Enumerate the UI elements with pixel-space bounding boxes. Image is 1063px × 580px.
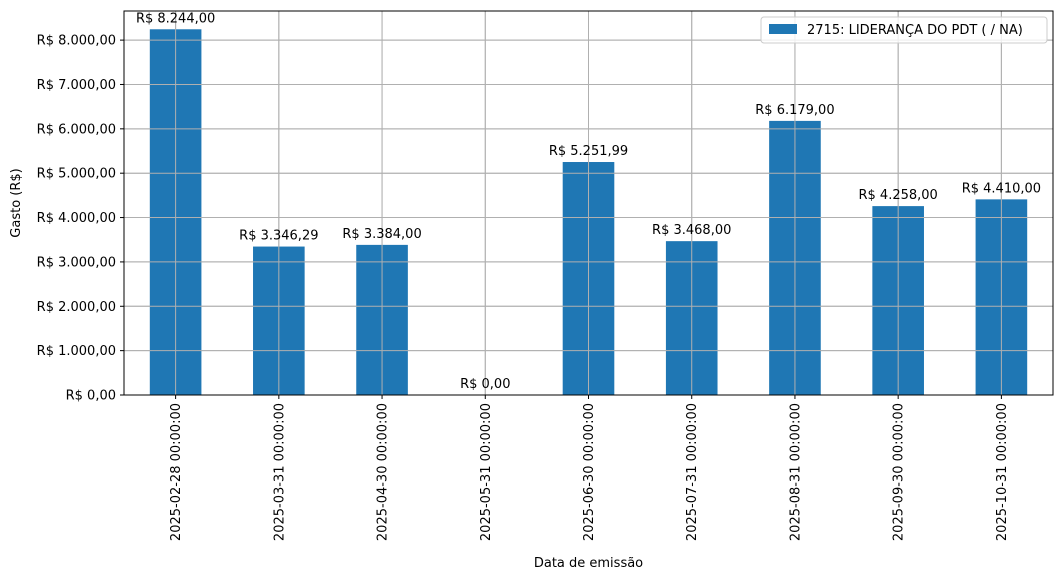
y-axis-label: Gasto (R$) bbox=[9, 168, 24, 237]
x-tick-label: 2025-06-30 00:00:00 bbox=[582, 403, 597, 541]
bar-value-label: R$ 8.244,00 bbox=[136, 11, 215, 26]
bar-value-label: R$ 5.251,99 bbox=[549, 144, 628, 159]
y-tick-label: R$ 5.000,00 bbox=[37, 167, 116, 182]
bar-value-labels: R$ 8.244,00 R$ 3.346,29 R$ 3.384,00 R$ 0,00… bbox=[136, 11, 1041, 392]
x-tick-label: 2025-02-28 00:00:00 bbox=[169, 403, 184, 541]
y-tick-label: R$ 8.000,00 bbox=[37, 34, 116, 49]
bar-value-label: R$ 3.468,00 bbox=[652, 223, 731, 238]
bar-value-label: R$ 4.410,00 bbox=[962, 181, 1041, 196]
bar-value-label: R$ 6.179,00 bbox=[755, 103, 834, 118]
legend: 2715: LIDERANÇA DO PDT ( / NA) bbox=[760, 16, 1048, 44]
y-tick-label: R$ 3.000,00 bbox=[37, 255, 116, 270]
x-tick-label: 2025-07-31 00:00:00 bbox=[685, 403, 700, 541]
bar-value-label: R$ 0,00 bbox=[460, 377, 510, 392]
y-tick-label: R$ 0,00 bbox=[66, 389, 116, 404]
x-tick-label: 2025-05-31 00:00:00 bbox=[479, 403, 494, 541]
x-tick-label: 2025-09-30 00:00:00 bbox=[892, 403, 907, 541]
y-tick-label: R$ 2.000,00 bbox=[37, 300, 116, 315]
legend-box bbox=[760, 16, 1048, 44]
y-axis-ticks: R$ 0,00 R$ 1.000,00 R$ 2.000,00 R$ 3.000,00… bbox=[37, 34, 124, 404]
x-tick-label: 2025-04-30 00:00:00 bbox=[376, 403, 391, 541]
x-axis-label: Data de emissão bbox=[534, 556, 643, 571]
y-tick-label: R$ 4.000,00 bbox=[37, 211, 116, 226]
x-axis-ticks: 2025-02-28 00:00:00 2025-03-31 00:00:00 20… bbox=[169, 395, 1010, 541]
x-tick-label: 2025-10-31 00:00:00 bbox=[995, 403, 1010, 541]
y-tick-label: R$ 1.000,00 bbox=[37, 344, 116, 359]
legend-swatch bbox=[769, 24, 797, 34]
x-tick-label: 2025-08-31 00:00:00 bbox=[788, 403, 803, 541]
bar-value-label: R$ 3.384,00 bbox=[342, 227, 421, 242]
y-tick-label: R$ 7.000,00 bbox=[37, 78, 116, 93]
legend-label: 2715: LIDERANÇA DO PDT ( / NA) bbox=[807, 23, 1023, 38]
y-tick-label: R$ 6.000,00 bbox=[37, 122, 116, 137]
x-tick-label: 2025-03-31 00:00:00 bbox=[272, 403, 287, 541]
bar-value-label: R$ 3.346,29 bbox=[239, 229, 318, 244]
bar-value-label: R$ 4.258,00 bbox=[859, 188, 938, 203]
